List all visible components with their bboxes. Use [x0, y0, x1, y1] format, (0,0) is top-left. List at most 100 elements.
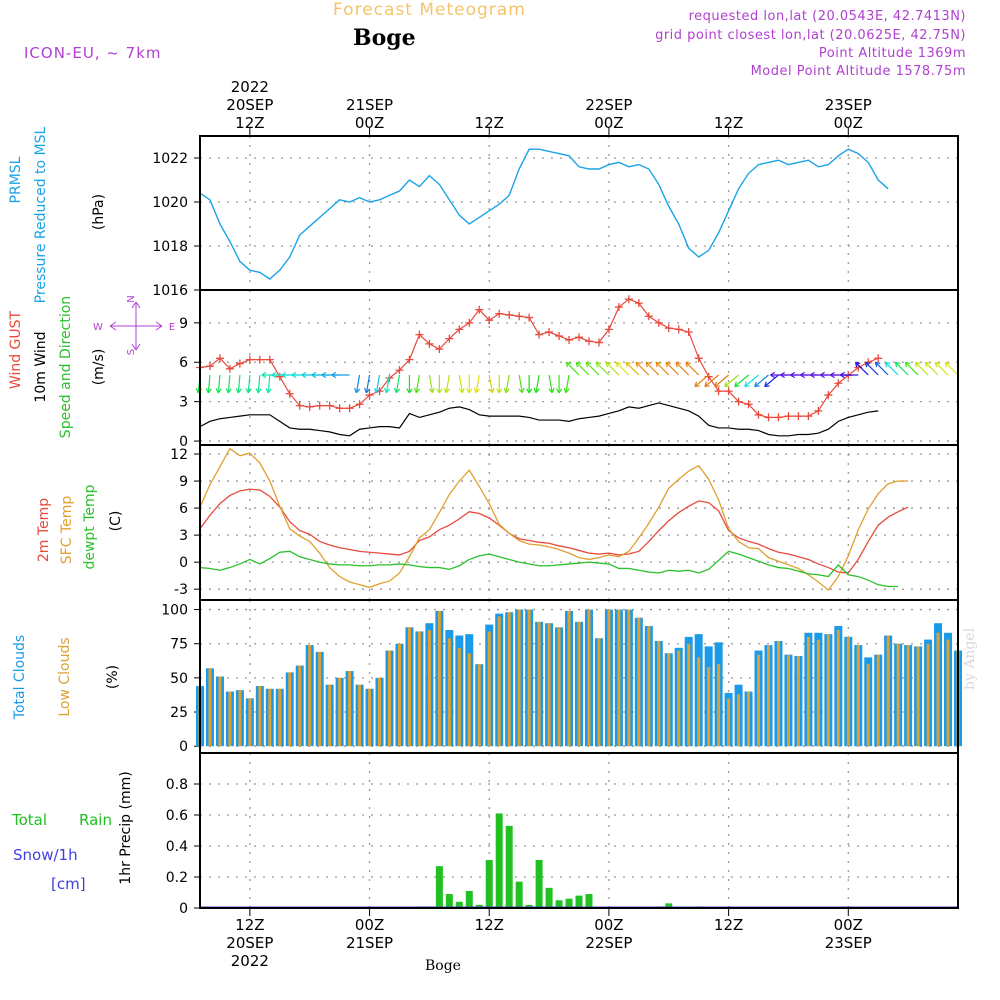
low-cloud-bar — [298, 665, 302, 747]
wind-arrow-head — [665, 361, 672, 368]
rain-bar — [525, 904, 533, 908]
wind-arrow-head — [615, 361, 622, 368]
low-cloud-bar — [796, 656, 800, 747]
wind-direction-arrow — [395, 374, 401, 393]
low-cloud-bar — [876, 654, 880, 747]
wind-arrow-head — [533, 387, 540, 394]
wind-arrow-head — [271, 371, 277, 379]
wind-arrow-head — [704, 381, 710, 388]
wind-arrow-head — [555, 388, 563, 394]
top-time-label: 12Z — [714, 114, 743, 132]
low-cloud-bar — [826, 634, 830, 747]
gust-marker — [594, 338, 603, 347]
low-cloud-bar — [657, 640, 661, 747]
wind-direction-arrow — [585, 361, 600, 376]
low-cloud-bar — [288, 672, 292, 747]
gust-marker — [624, 295, 633, 304]
gust-marker — [674, 325, 683, 334]
low-cloud-bar — [747, 691, 751, 747]
low-cloud-bar — [767, 645, 770, 747]
gust-marker — [215, 354, 224, 363]
wind-direction-arrow — [675, 361, 690, 376]
wind-direction-arrow — [375, 374, 381, 393]
low-cloud-bar — [786, 654, 790, 747]
wind-direction-arrow — [385, 374, 391, 393]
y-tick-label: 0 — [179, 901, 188, 917]
rain-bar — [575, 895, 583, 908]
rain-bar — [515, 881, 523, 908]
total-clouds-label: Total Clouds — [12, 635, 28, 720]
top-time-label: 12Z — [475, 114, 504, 132]
wind-arrow-head — [685, 361, 691, 368]
y-tick-label: 25 — [170, 705, 188, 721]
low-cloud-bar — [388, 650, 391, 747]
gust-marker — [555, 331, 564, 340]
y-tick-label: 0 — [179, 739, 188, 755]
low-cloud-bar — [517, 609, 521, 747]
model-altitude: Model Point Altitude 1578.75m — [750, 64, 966, 79]
gust-marker — [804, 412, 813, 421]
y-tick-label: 0.4 — [166, 839, 188, 855]
bottom-date-label: 23SEP — [825, 934, 872, 952]
rain-bar — [585, 894, 593, 908]
rain-bar — [445, 894, 453, 908]
wind-label: 10m Wind — [33, 331, 49, 402]
wind-arrow-head — [874, 361, 881, 368]
wind-arrow-head — [565, 361, 572, 368]
gust-marker — [874, 354, 883, 363]
top-date-label: 23SEP — [825, 96, 872, 114]
y-tick-label: 1022 — [152, 151, 188, 167]
low-cloud-bar — [886, 635, 890, 747]
gust-marker — [355, 400, 364, 409]
low-cloud-bar — [467, 653, 471, 747]
wind-direction-arrow — [505, 374, 510, 393]
wind-arrow-head — [864, 361, 871, 368]
wind-direction-arrow — [724, 374, 739, 388]
requested-coords: requested lon,lat (20.0543E, 42.7413N) — [688, 9, 966, 24]
wind-arrow-head — [770, 371, 776, 379]
bottom-time-label: 00Z — [594, 916, 623, 934]
low-cloud-bar — [856, 645, 860, 747]
wind-direction-arrow — [875, 361, 889, 376]
wind-speed-line — [199, 402, 879, 437]
low-cloud-bar — [617, 609, 621, 747]
wind-direction-arrow — [665, 361, 680, 376]
wind-arrow-head — [744, 381, 750, 388]
gust-marker — [764, 413, 773, 422]
gust-marker — [225, 364, 234, 373]
low-cloud-bar — [497, 616, 501, 747]
low-cloud-bar — [707, 666, 711, 747]
low-cloud-bar — [687, 643, 691, 747]
wind-direction-arrow — [428, 374, 434, 393]
low-cloud-bar — [457, 647, 461, 747]
wind-arrow-head — [458, 387, 465, 394]
panel-frame — [199, 752, 959, 909]
low-cloud-bar — [846, 636, 850, 747]
wind-arrow-head — [790, 371, 795, 379]
low-cloud-bar — [896, 643, 900, 747]
gust-marker — [295, 401, 304, 410]
pressure-line — [199, 148, 889, 280]
y-tick-label: 6 — [179, 355, 188, 371]
wind-arrow-head — [205, 388, 212, 394]
low-cloud-bar — [587, 609, 591, 747]
compass-w: W — [93, 322, 103, 333]
top-date-label: 20SEP — [226, 96, 273, 114]
bottom-year-label: 2022 — [231, 952, 269, 970]
wind-direction-arrow — [355, 374, 361, 393]
gust-marker — [644, 312, 653, 321]
gust-marker — [774, 413, 783, 422]
rain-bar — [665, 903, 673, 908]
gust-marker — [475, 305, 484, 314]
low-cloud-bar — [946, 639, 950, 747]
gust-marker — [565, 335, 574, 344]
wind-direction-arrow — [855, 361, 869, 376]
wind-direction-arrow — [625, 361, 640, 376]
wind-direction-arrow — [217, 374, 221, 393]
model-label: ICON-EU, ~ 7km — [24, 44, 162, 62]
wind-direction-arrow — [365, 374, 371, 393]
wind-direction-arrow — [227, 374, 231, 393]
low-cloud-bar — [557, 627, 561, 747]
sfc-temp-label: SFC Temp — [59, 496, 75, 565]
low-cloud-bar — [607, 609, 611, 747]
